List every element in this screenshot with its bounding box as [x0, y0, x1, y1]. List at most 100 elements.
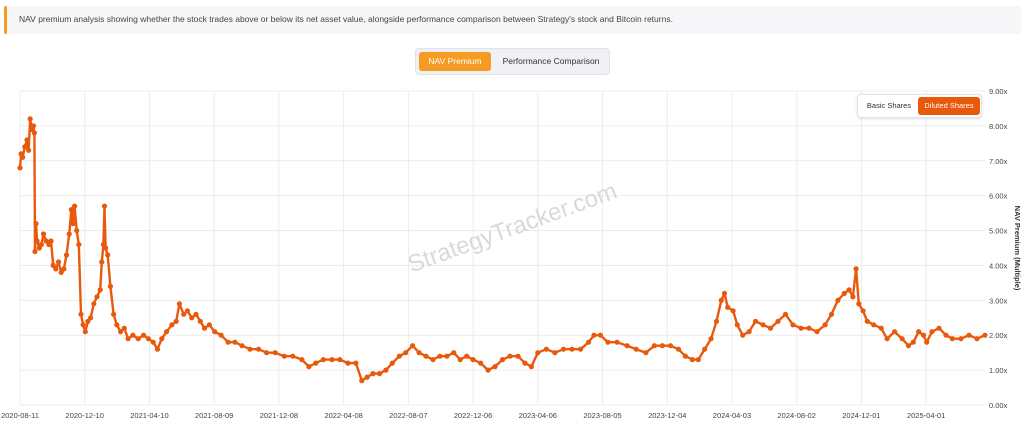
x-tick-label: 2024-12-01 [842, 411, 880, 420]
data-point [376, 371, 383, 377]
data-point [264, 350, 270, 356]
data-point [543, 346, 550, 352]
series-line [18, 117, 986, 382]
data-point [936, 325, 942, 331]
data-point [528, 364, 535, 370]
data-point [958, 336, 964, 342]
data-point [522, 360, 528, 366]
data-point [103, 245, 109, 251]
series-layer [18, 117, 986, 382]
data-point [181, 311, 187, 317]
diluted-shares-button[interactable]: Diluted Shares [918, 97, 980, 115]
data-point [34, 238, 40, 244]
data-point [97, 287, 103, 293]
data-point [835, 297, 841, 303]
data-point [798, 325, 804, 331]
data-point [159, 336, 165, 342]
data-point [353, 360, 359, 366]
data-point [184, 308, 190, 314]
data-point [841, 290, 847, 296]
data-point [552, 350, 558, 356]
data-point [614, 339, 620, 345]
data-point [578, 346, 584, 352]
data-point [403, 350, 409, 356]
data-point [320, 357, 326, 363]
data-point [299, 357, 305, 363]
data-point [910, 339, 916, 345]
data-point [675, 346, 682, 352]
data-point [32, 248, 38, 255]
data-point [982, 332, 988, 338]
data-point [364, 374, 370, 380]
data-point [173, 318, 179, 324]
data-point [141, 332, 147, 338]
data-point [464, 353, 470, 359]
data-point [492, 364, 498, 370]
data-point [920, 332, 927, 338]
data-point [667, 343, 674, 349]
x-tick-label: 2021-08-09 [195, 411, 233, 420]
data-point [846, 287, 852, 293]
data-point [892, 329, 898, 335]
x-tick-label: 2020-12-10 [66, 411, 104, 420]
data-point [856, 301, 862, 307]
data-point [68, 207, 74, 213]
data-point [643, 350, 649, 356]
x-tick-label: 2022-08-07 [389, 411, 427, 420]
y-tick-label: 8.00x [989, 122, 1008, 131]
marker-layer [17, 116, 988, 384]
info-text: NAV premium analysis showing whether the… [19, 14, 673, 24]
data-point [943, 332, 949, 338]
data-point [232, 339, 238, 345]
data-point [121, 325, 127, 331]
data-point [72, 203, 78, 209]
data-point [535, 350, 541, 356]
data-point [730, 308, 736, 314]
data-point [206, 322, 212, 328]
data-point [871, 322, 877, 328]
data-point [197, 318, 203, 324]
data-point [702, 346, 708, 352]
y-tick-label: 1.00x [989, 366, 1008, 375]
data-point [281, 353, 287, 359]
data-point [924, 339, 930, 345]
data-point [974, 336, 980, 342]
data-point [80, 322, 86, 328]
watermark: StrategyTracker.com [404, 178, 620, 279]
y-axis-ticks: 0.00x 1.00x 2.00x 3.00x 4.00x 5.00x 6.00x 7.00x… [989, 87, 1008, 410]
tab-performance-comparison[interactable]: Performance Comparison [502, 56, 600, 66]
data-point [515, 353, 521, 359]
data-point [329, 357, 335, 363]
data-point [91, 301, 97, 307]
data-point [107, 283, 113, 289]
data-point [828, 311, 835, 317]
data-point [225, 339, 231, 345]
data-point [40, 231, 47, 237]
y-tick-label: 6.00x [989, 192, 1008, 201]
data-point [33, 221, 39, 227]
y-tick-label: 0.00x [989, 401, 1008, 410]
data-point [218, 332, 224, 338]
x-tick-label: 2021-12-08 [260, 411, 298, 420]
data-point [38, 241, 45, 248]
data-point [145, 336, 151, 342]
tab-nav-premium[interactable]: NAV Premium [419, 52, 491, 71]
data-point [740, 332, 746, 338]
data-point [725, 304, 731, 310]
data-point [682, 353, 689, 359]
x-axis-ticks: 2020-08-11 2020-12-10 2021-04-10 2021-08-09… [1, 411, 945, 420]
data-point [22, 144, 28, 150]
data-point [193, 311, 199, 317]
data-point [485, 367, 491, 373]
basic-shares-button[interactable]: Basic Shares [866, 101, 912, 110]
data-point [74, 228, 80, 234]
data-point [423, 353, 429, 359]
x-tick-label: 2021-04-10 [130, 411, 168, 420]
data-point [88, 315, 94, 321]
data-point [27, 116, 33, 122]
data-point [66, 231, 72, 237]
data-point [189, 315, 195, 321]
data-point [966, 332, 972, 338]
y-tick-label: 9.00x [989, 87, 1008, 96]
data-point [470, 357, 476, 363]
